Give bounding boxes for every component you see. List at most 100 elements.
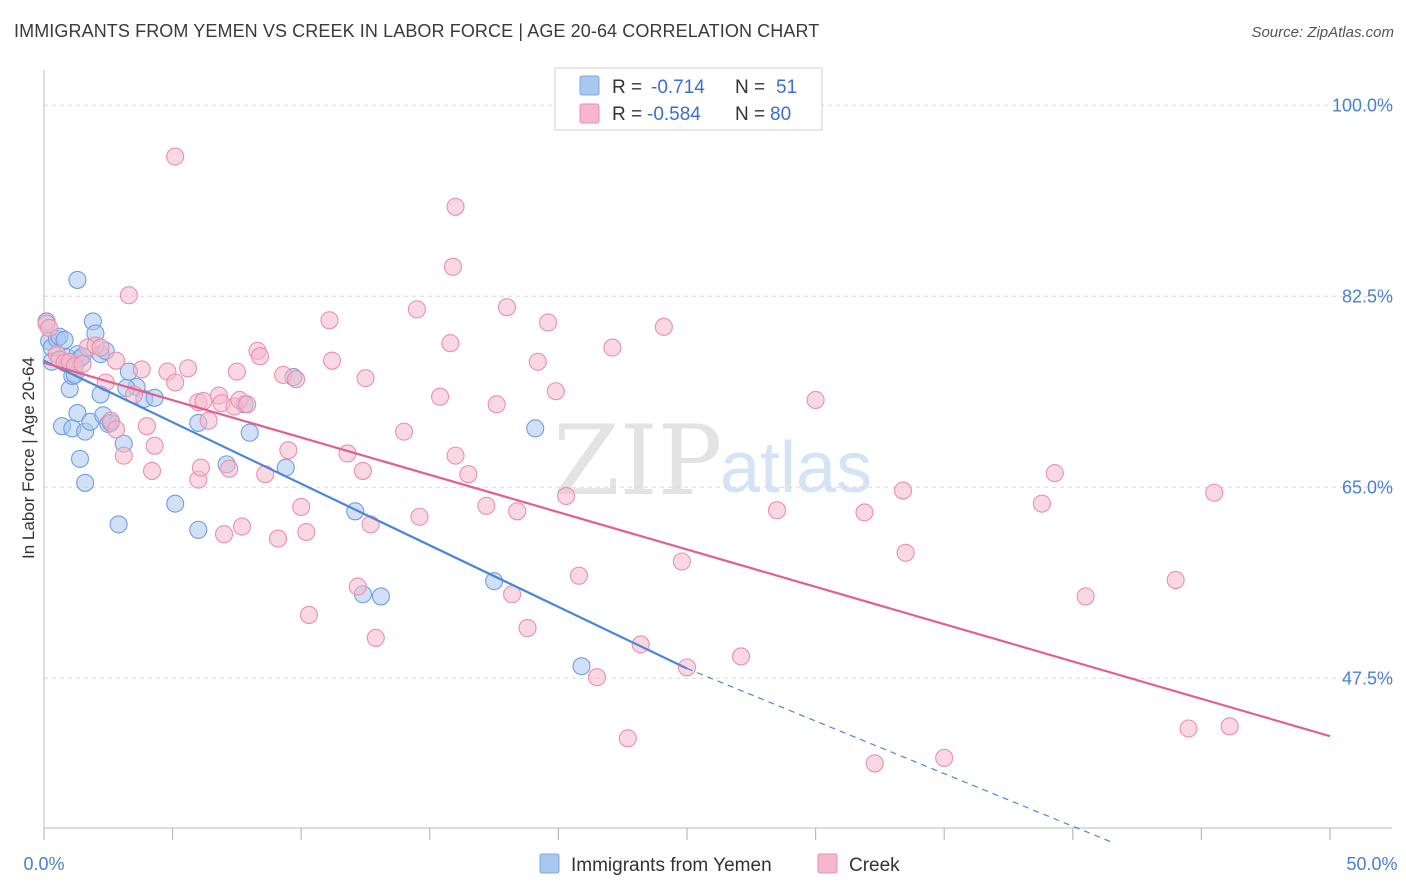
point-creek <box>1179 719 1198 738</box>
x-ticks <box>43 828 1331 840</box>
point-creek <box>587 668 607 687</box>
legend-n-label-yemen: N = <box>735 77 765 98</box>
legend-n-value-creek: 80 <box>770 104 791 125</box>
point-yemen <box>70 449 90 468</box>
legend-r-label-yemen: R = <box>612 77 642 98</box>
point-creek <box>431 387 450 406</box>
point-creek <box>654 317 673 336</box>
point-creek <box>287 370 306 389</box>
point-creek <box>269 529 288 548</box>
point-creek <box>199 411 218 430</box>
point-creek <box>353 461 372 480</box>
point-creek <box>356 369 375 388</box>
gridlines <box>44 104 1392 679</box>
point-creek <box>603 338 622 357</box>
point-creek <box>546 382 565 401</box>
point-creek <box>446 446 465 465</box>
y-tick-label: 82.5% <box>1342 286 1393 306</box>
point-creek <box>145 436 164 455</box>
point-creek <box>539 313 558 332</box>
point-creek <box>119 286 138 305</box>
y-tick-label: 65.0% <box>1342 477 1393 497</box>
point-creek <box>238 395 257 414</box>
point-yemen <box>68 270 87 289</box>
point-yemen <box>526 419 545 438</box>
point-creek <box>855 503 874 522</box>
point-creek <box>227 362 246 381</box>
point-creek <box>132 360 151 379</box>
point-creek <box>806 390 825 410</box>
y-tick-label: 100.0% <box>1332 95 1393 115</box>
point-yemen <box>572 657 591 676</box>
point-creek <box>166 373 185 392</box>
bottom-legend-swatch-creek <box>817 853 838 874</box>
legend-r-value-creek: -0.584 <box>647 104 701 125</box>
legend-r-label-creek: R = <box>612 104 642 125</box>
point-creek <box>1032 494 1051 513</box>
point-creek <box>557 486 576 506</box>
point-creek <box>220 459 239 478</box>
point-creek <box>250 347 270 366</box>
point-creek <box>191 458 210 477</box>
y-axis-title: In Labor Force | Age 20-64 <box>19 357 38 559</box>
point-creek <box>142 461 162 480</box>
point-creek <box>441 334 460 353</box>
chart-title: IMMIGRANTS FROM YEMEN VS CREEK IN LABOR … <box>14 21 820 41</box>
point-creek <box>518 619 537 638</box>
point-creek <box>214 525 234 544</box>
point-creek <box>232 517 252 536</box>
point-creek <box>1076 587 1095 606</box>
point-yemen <box>189 520 208 539</box>
point-creek <box>297 522 316 542</box>
point-yemen <box>55 330 74 349</box>
watermark-atlas: atlas <box>720 428 872 508</box>
axes <box>43 70 1392 829</box>
x-tick-label-min: 0.0% <box>23 854 64 874</box>
point-creek <box>320 311 339 330</box>
point-creek <box>323 351 342 370</box>
point-creek <box>1045 464 1064 483</box>
top-legend: R = -0.714 N = 51 R = -0.584 N = 80 <box>554 67 823 131</box>
point-yemen <box>76 473 95 492</box>
point-creek <box>672 552 691 571</box>
point-creek <box>528 352 547 371</box>
legend-r-value-yemen: -0.714 <box>651 77 705 98</box>
point-creek <box>348 577 367 596</box>
point-creek <box>935 748 954 768</box>
point-creek <box>896 543 915 562</box>
point-creek <box>299 605 318 625</box>
y-tick-label: 47.5% <box>1342 668 1393 688</box>
point-creek <box>1166 571 1185 590</box>
point-creek <box>91 338 110 357</box>
point-creek <box>395 422 414 441</box>
point-creek <box>407 300 426 319</box>
point-creek <box>292 497 311 516</box>
y-tick-labels: 47.5% 65.0% 82.5% 100.0% <box>1332 95 1393 688</box>
trend-line-yemen-extension <box>686 667 1112 843</box>
trend-line-yemen <box>43 359 688 670</box>
legend-n-value-yemen: 51 <box>776 77 797 98</box>
point-creek <box>508 502 527 521</box>
point-creek <box>1205 483 1224 502</box>
trend-line-creek <box>43 361 1331 738</box>
legend-swatch-yemen <box>579 75 600 96</box>
watermark-zip: ZIP <box>553 405 722 517</box>
point-creek <box>114 446 133 465</box>
point-creek <box>410 507 429 526</box>
source-label: Source: ZipAtlas.com <box>1251 24 1394 41</box>
point-creek <box>443 257 462 276</box>
bottom-legend: Immigrants from Yemen Creek <box>539 853 900 876</box>
point-yemen <box>68 404 87 423</box>
point-yemen <box>109 515 128 534</box>
x-tick-label-max: 50.0% <box>1346 854 1397 874</box>
point-creek <box>166 147 185 166</box>
legend-swatch-creek <box>579 103 600 124</box>
bottom-legend-label-yemen: Immigrants from Yemen <box>571 855 772 876</box>
point-creek <box>361 515 380 534</box>
point-creek <box>106 420 126 439</box>
point-creek <box>40 318 59 337</box>
point-creek <box>73 354 92 374</box>
point-yemen <box>371 587 390 606</box>
point-creek <box>487 395 506 414</box>
